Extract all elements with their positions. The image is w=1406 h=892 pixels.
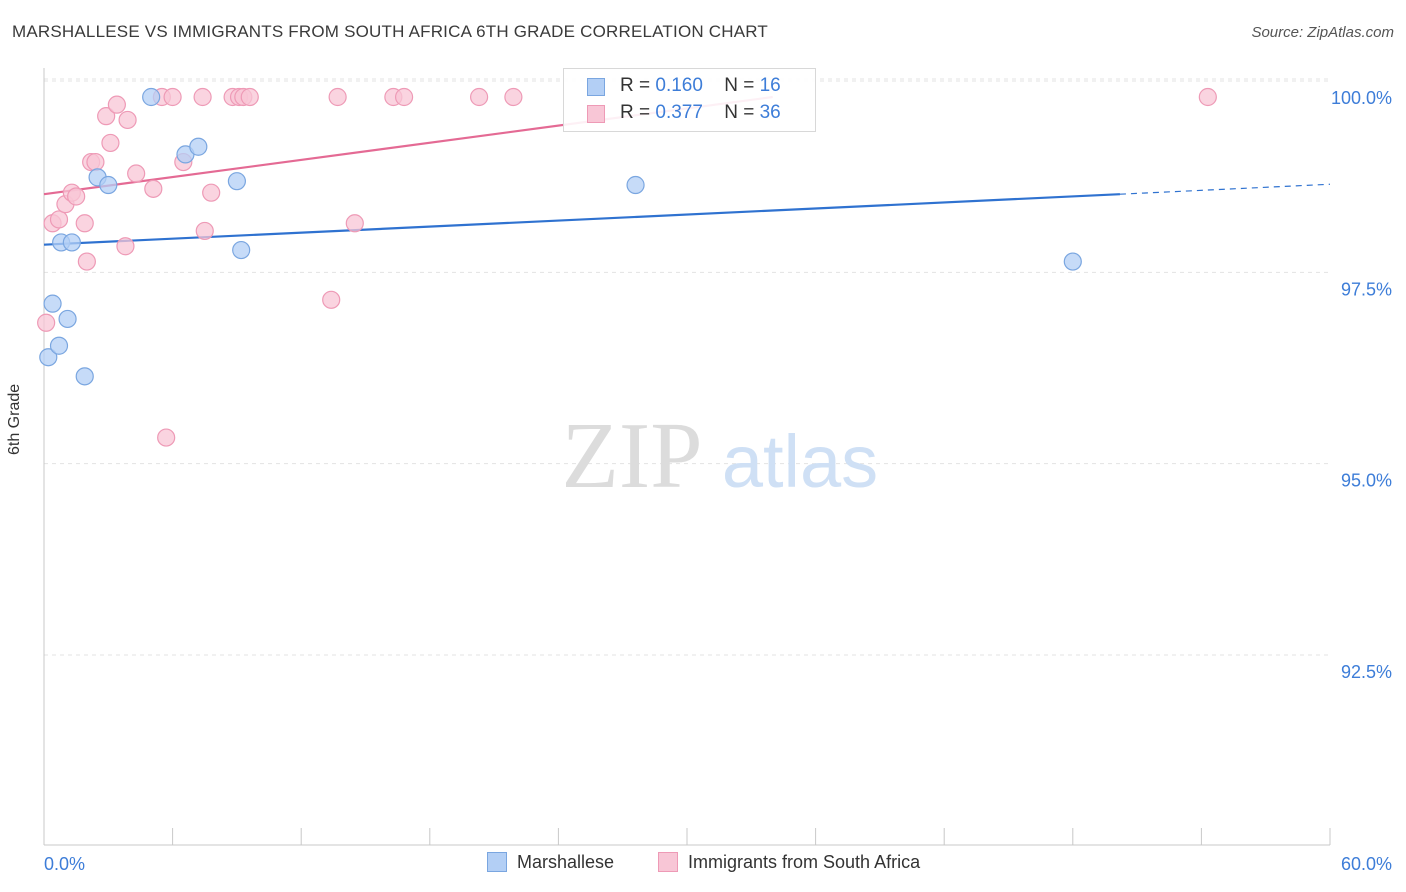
point-south-africa <box>193 87 212 107</box>
point-south-africa <box>97 107 116 126</box>
point-south-africa <box>77 252 96 271</box>
stats-legend: R = 0.160 N = 16 R = 0.377 N = 36 <box>563 68 816 132</box>
legend-swatch-pink <box>587 105 605 123</box>
point-marshallese <box>49 336 69 355</box>
legend-n-value: 16 <box>759 75 781 96</box>
legend-r-label: R = <box>620 75 656 96</box>
point-marshallese <box>62 233 81 252</box>
trend-line-marshallese <box>43 193 1121 246</box>
point-south-africa <box>67 187 86 206</box>
point-marshallese <box>39 348 58 367</box>
legend-row-marshallese: R = 0.160 N = 16 <box>587 75 781 97</box>
legend-r-value: 0.160 <box>655 75 703 96</box>
trend-line-marshallese-extension <box>1119 183 1331 195</box>
legend-swatch-blue <box>587 78 605 96</box>
point-marshallese <box>75 367 94 386</box>
legend-swatch-blue <box>487 852 507 872</box>
point-south-africa <box>49 210 69 229</box>
point-marshallese <box>189 137 208 156</box>
point-south-africa <box>1198 87 1217 107</box>
point-south-africa <box>163 87 182 107</box>
point-south-africa <box>322 290 341 309</box>
legend-item-marshallese[interactable]: Marshallese <box>487 852 614 873</box>
legend-n-value: 36 <box>759 102 781 123</box>
point-marshallese <box>626 175 645 195</box>
point-south-africa <box>345 214 364 233</box>
point-south-africa <box>86 152 105 172</box>
watermark: ZIP atlas <box>562 404 879 508</box>
point-south-africa <box>195 221 214 241</box>
point-marshallese <box>58 309 77 329</box>
point-south-africa <box>394 87 414 107</box>
watermark-zip: ZIP <box>562 404 703 508</box>
point-south-africa <box>127 164 146 183</box>
legend-r-value: 0.377 <box>655 102 703 123</box>
point-south-africa <box>328 87 347 107</box>
point-south-africa <box>118 110 137 130</box>
x-tick-label: 0.0% <box>44 854 85 874</box>
point-marshallese <box>43 294 62 313</box>
point-marshallese <box>99 175 118 195</box>
legend-n-label: N = <box>724 75 760 96</box>
point-south-africa <box>107 95 126 114</box>
y-tick-label: 100.0% <box>1331 88 1392 108</box>
legend-label: Marshallese <box>517 852 615 872</box>
point-marshallese <box>227 172 246 191</box>
chart-title: MARSHALLESE VS IMMIGRANTS FROM SOUTH AFR… <box>12 22 769 41</box>
data-points <box>37 87 1217 447</box>
legend-label: Immigrants from South Africa <box>688 852 921 872</box>
legend-r-label: R = <box>620 102 656 123</box>
legend-n-label: N = <box>724 102 760 123</box>
legend-item-south-africa[interactable]: Immigrants from South Africa <box>658 852 920 873</box>
legend-swatch-pink <box>658 852 678 872</box>
x-tick-label: 60.0% <box>1341 854 1392 874</box>
point-south-africa <box>240 87 259 107</box>
axes <box>43 68 1331 846</box>
point-south-africa <box>116 237 135 256</box>
y-tick-label: 92.5% <box>1341 662 1392 682</box>
legend-row-south-africa: R = 0.377 N = 36 <box>587 102 781 124</box>
gridlines <box>44 78 1330 656</box>
point-south-africa <box>504 87 523 107</box>
point-south-africa <box>144 179 163 198</box>
point-south-africa <box>75 214 94 233</box>
point-marshallese <box>142 87 161 107</box>
point-marshallese <box>1063 252 1082 271</box>
y-tick-label: 95.0% <box>1341 471 1392 491</box>
watermark-atlas: atlas <box>722 420 878 503</box>
y-axis-label: 6th Grade <box>6 383 23 455</box>
axis-ticks: 92.5% 95.0% 97.5% 100.0% 0.0% 60.0% <box>44 88 1392 874</box>
point-south-africa <box>157 428 176 447</box>
point-south-africa <box>101 133 120 153</box>
source-label: Source: ZipAtlas.com <box>1251 24 1394 41</box>
point-marshallese <box>232 240 251 260</box>
y-tick-label: 97.5% <box>1341 279 1392 299</box>
point-south-africa <box>469 87 489 107</box>
point-south-africa <box>37 313 56 332</box>
point-south-africa <box>202 183 221 202</box>
